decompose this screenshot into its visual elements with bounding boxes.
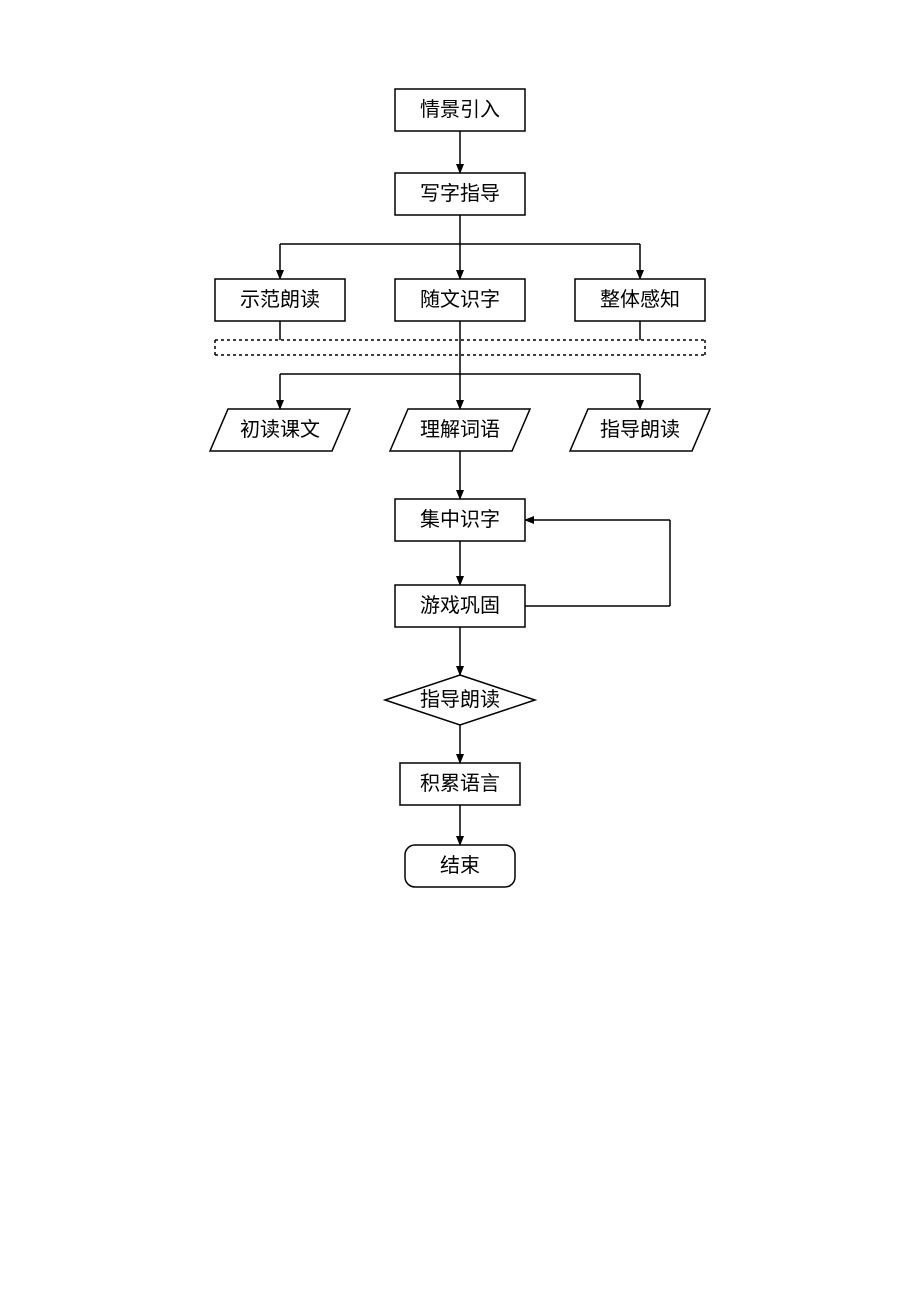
node-n9: 结束	[405, 845, 515, 887]
node-n3a: 示范朗读	[215, 279, 345, 321]
node-label: 整体感知	[600, 288, 680, 311]
node-n1: 情景引入	[395, 89, 525, 131]
node-label: 集中识字	[420, 508, 500, 531]
node-n3c: 整体感知	[575, 279, 705, 321]
node-n4c: 指导朗读	[570, 409, 710, 451]
flowchart-canvas: 情景引入写字指导示范朗读随文识字整体感知初读课文理解词语指导朗读集中识字游戏巩固…	[0, 0, 920, 1302]
node-label: 理解词语	[420, 418, 500, 441]
node-n4a: 初读课文	[210, 409, 350, 451]
node-label: 游戏巩固	[420, 594, 500, 617]
node-n5: 集中识字	[395, 499, 525, 541]
node-n3b: 随文识字	[395, 279, 525, 321]
node-label: 随文识字	[420, 288, 500, 311]
node-n8: 积累语言	[400, 763, 520, 805]
node-n4b: 理解词语	[390, 409, 530, 451]
node-n2: 写字指导	[395, 173, 525, 215]
node-n6: 游戏巩固	[395, 585, 525, 627]
node-label: 示范朗读	[240, 288, 320, 311]
node-label: 积累语言	[420, 772, 500, 795]
node-label: 指导朗读	[420, 688, 500, 711]
node-label: 结束	[440, 854, 480, 877]
node-label: 写字指导	[420, 182, 500, 205]
node-label: 指导朗读	[600, 418, 680, 441]
node-n7: 指导朗读	[385, 675, 535, 725]
node-label: 情景引入	[420, 98, 500, 121]
node-label: 初读课文	[240, 418, 320, 441]
